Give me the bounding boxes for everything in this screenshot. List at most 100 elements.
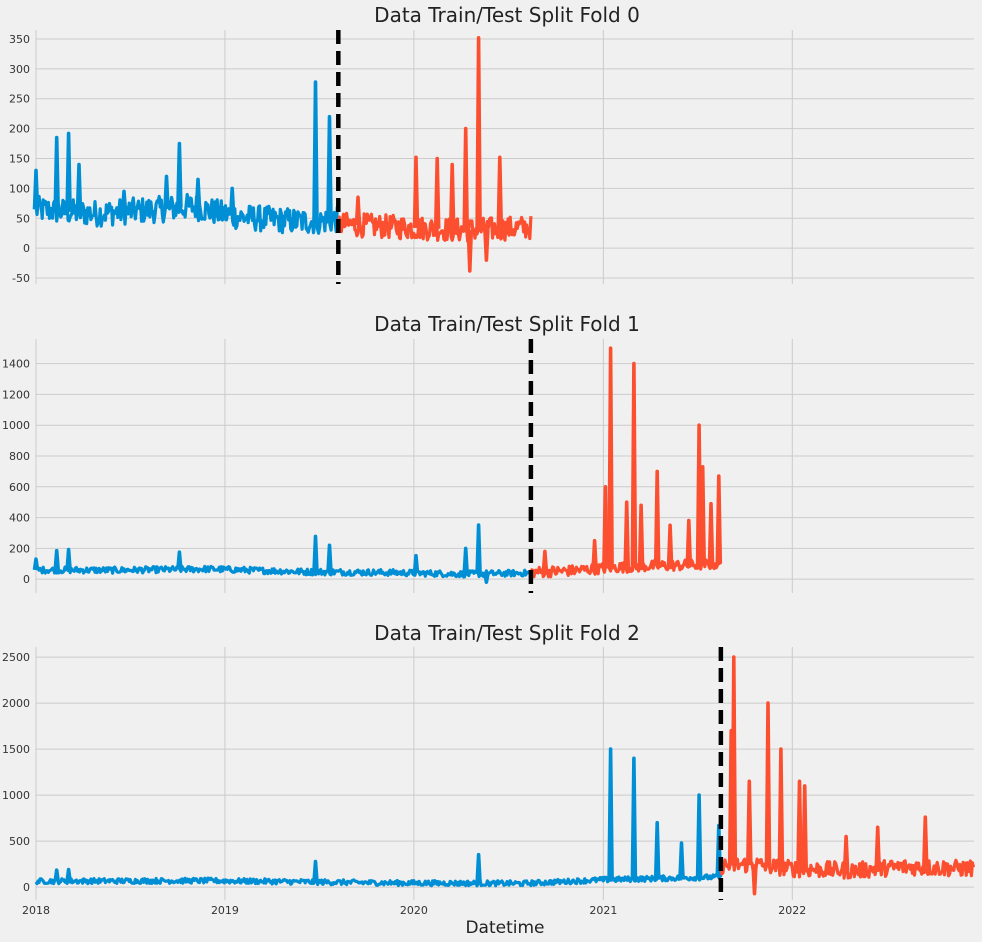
test-spike bbox=[801, 784, 808, 870]
train-spike bbox=[53, 868, 60, 882]
subplot-title: Data Train/Test Split Fold 1 bbox=[374, 312, 640, 336]
train-spike bbox=[75, 162, 83, 213]
train-spike bbox=[53, 548, 60, 571]
test-spike bbox=[466, 229, 474, 273]
train-spike bbox=[607, 747, 614, 880]
test-spike bbox=[777, 747, 785, 868]
train-spike bbox=[65, 131, 72, 212]
test-spike bbox=[746, 779, 753, 865]
y-tick-label: 200 bbox=[9, 542, 30, 555]
test-spike bbox=[475, 35, 482, 230]
test-spike bbox=[685, 518, 693, 566]
train-spike bbox=[65, 867, 72, 882]
x-tick-label: 2019 bbox=[211, 904, 239, 917]
y-tick-labels: -50 0 50 100 150 200 250 300 350 bbox=[9, 33, 30, 285]
y-tick-label: 100 bbox=[9, 182, 30, 195]
test-spike bbox=[591, 538, 598, 569]
train-spike bbox=[65, 547, 72, 571]
y-tick-label: 50 bbox=[16, 212, 30, 225]
train-spike bbox=[312, 80, 319, 222]
y-tick-label: 0 bbox=[23, 242, 30, 255]
test-spike bbox=[653, 469, 661, 566]
x-axis-label: Datetime bbox=[465, 918, 544, 938]
series-lines bbox=[32, 35, 533, 273]
test-series-line bbox=[529, 557, 722, 579]
x-tick-label: 2020 bbox=[400, 904, 428, 917]
test-spike bbox=[462, 126, 469, 231]
y-tick-label: 300 bbox=[9, 63, 30, 76]
train-spike bbox=[120, 189, 128, 212]
train-spike bbox=[194, 177, 202, 208]
y-tick-label: -50 bbox=[12, 272, 30, 285]
train-spike bbox=[653, 820, 661, 879]
test-spike bbox=[764, 701, 772, 866]
test-spike bbox=[727, 728, 735, 866]
y-tick-label: 2000 bbox=[2, 697, 30, 710]
series-lines bbox=[32, 346, 723, 585]
test-spike bbox=[796, 779, 803, 869]
y-tick-label: 400 bbox=[9, 512, 30, 525]
train-spike bbox=[32, 168, 40, 210]
subplot-title: Data Train/Test Split Fold 2 bbox=[374, 621, 640, 645]
test-spike bbox=[541, 549, 549, 572]
train-spike bbox=[32, 557, 40, 571]
y-tick-label: 200 bbox=[9, 123, 30, 136]
train-spike bbox=[326, 114, 333, 221]
train-spike bbox=[475, 852, 482, 884]
test-spike bbox=[448, 162, 456, 230]
test-spike bbox=[433, 156, 441, 229]
y-tick-label: 0 bbox=[23, 881, 30, 894]
subplot-fold-2: Data Train/Test Split Fold 2 0 500 1000 150… bbox=[2, 621, 976, 900]
train-spike bbox=[312, 534, 319, 572]
x-tick-labels: 2018 2019 2020 2021 2022 bbox=[22, 904, 806, 917]
train-series-line bbox=[34, 192, 339, 235]
train-spike bbox=[678, 841, 685, 878]
train-spike bbox=[412, 553, 420, 574]
train-spike bbox=[53, 135, 60, 211]
test-spike bbox=[637, 503, 645, 567]
x-tick-label: 2021 bbox=[589, 904, 617, 917]
test-spike bbox=[699, 464, 706, 565]
y-tick-label: 500 bbox=[9, 835, 30, 848]
y-tick-label: 250 bbox=[9, 93, 30, 106]
y-tick-label: 1500 bbox=[2, 743, 30, 756]
train-spike bbox=[483, 573, 490, 585]
test-spike bbox=[623, 500, 630, 568]
test-spike bbox=[483, 229, 490, 262]
train-spike bbox=[475, 523, 482, 574]
train-spike bbox=[462, 546, 469, 575]
test-spike bbox=[707, 501, 715, 565]
train-spike bbox=[176, 550, 183, 570]
test-spike bbox=[354, 195, 362, 226]
test-spike bbox=[666, 523, 674, 566]
test-spike bbox=[751, 864, 758, 896]
test-spike bbox=[607, 346, 614, 568]
x-tick-label: 2018 bbox=[22, 904, 50, 917]
train-series-line bbox=[34, 872, 722, 888]
test-spike bbox=[874, 825, 881, 869]
test-spike bbox=[695, 423, 703, 565]
train-spike bbox=[326, 543, 333, 573]
y-tick-label: 1000 bbox=[2, 419, 30, 432]
test-spike bbox=[602, 484, 609, 569]
test-spike bbox=[496, 155, 504, 229]
y-tick-labels: 0 200 400 600 800 1000 1200 1400 bbox=[2, 358, 30, 587]
test-spike bbox=[715, 474, 723, 564]
y-tick-label: 2500 bbox=[2, 651, 30, 664]
y-tick-labels: 0 500 1000 1500 2000 2500 bbox=[2, 651, 30, 894]
train-series-line bbox=[34, 564, 531, 579]
y-tick-label: 1200 bbox=[2, 388, 30, 401]
train-spike bbox=[312, 859, 319, 883]
y-tick-label: 150 bbox=[9, 152, 30, 165]
train-spike bbox=[695, 793, 703, 878]
y-tick-label: 1400 bbox=[2, 358, 30, 371]
test-spike bbox=[922, 815, 929, 868]
grid bbox=[35, 30, 974, 284]
grid bbox=[35, 647, 974, 900]
subplot-title: Data Train/Test Split Fold 0 bbox=[374, 3, 640, 27]
y-tick-label: 600 bbox=[9, 481, 30, 494]
train-spike bbox=[163, 174, 170, 209]
x-tick-label: 2022 bbox=[778, 904, 806, 917]
test-spike bbox=[842, 834, 850, 871]
